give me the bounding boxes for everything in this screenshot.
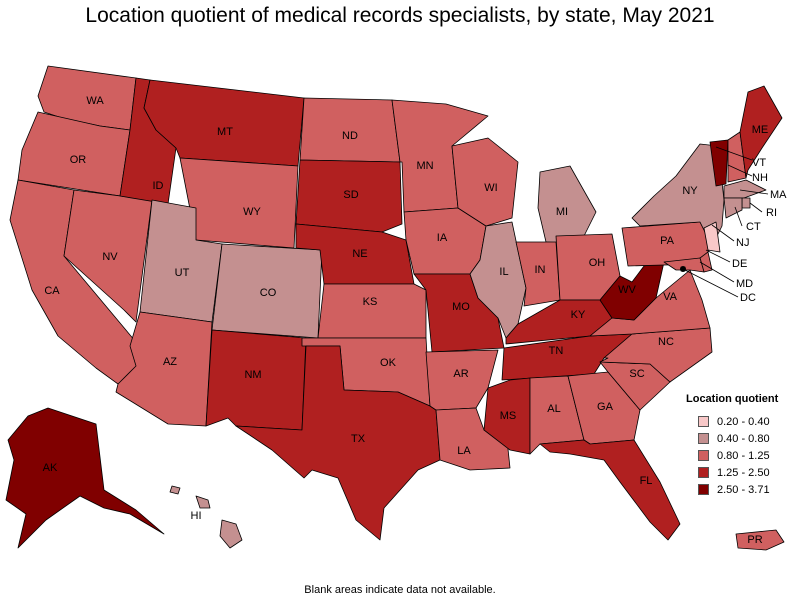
state-ct[interactable]	[723, 197, 743, 219]
state-label-nv: NV	[102, 251, 118, 263]
state-label-la: LA	[457, 445, 471, 457]
state-label-ak: AK	[43, 462, 58, 474]
state-label-ky: KY	[571, 309, 586, 321]
state-label-nj: NJ	[736, 237, 749, 249]
state-label-ut: UT	[175, 267, 190, 279]
legend-swatch	[698, 484, 709, 495]
state-label-co: CO	[260, 287, 277, 299]
state-wv[interactable]	[599, 261, 665, 321]
state-label-me: ME	[752, 124, 769, 136]
state-label-id: ID	[153, 180, 164, 192]
state-label-wi: WI	[484, 182, 497, 194]
state-label-vt: VT	[752, 157, 766, 169]
state-hi[interactable]	[169, 485, 243, 549]
legend-label: 0.20 - 0.40	[717, 415, 770, 428]
legend-item: 1.25 - 2.50	[686, 464, 798, 481]
map-title: Location quotient of medical records spe…	[85, 4, 715, 27]
state-label-ma: MA	[770, 189, 787, 201]
state-label-ms: MS	[500, 410, 517, 422]
state-ma[interactable]	[723, 179, 767, 199]
state-label-in: IN	[535, 264, 546, 276]
state-label-hi: HI	[191, 510, 202, 522]
state-label-ar: AR	[453, 368, 468, 380]
legend-title: Location quotient	[686, 393, 779, 405]
state-ri[interactable]	[741, 197, 751, 209]
state-label-mn: MN	[416, 160, 433, 172]
legend-item: 0.20 - 0.40	[686, 413, 798, 430]
state-nc[interactable]	[599, 327, 713, 383]
legend-swatch	[698, 433, 709, 444]
state-la[interactable]	[435, 407, 511, 471]
state-label-ga: GA	[597, 401, 614, 413]
state-ak[interactable]	[5, 407, 165, 549]
state-label-oh: OH	[589, 257, 606, 269]
state-label-tn: TN	[549, 345, 564, 357]
state-label-wa: WA	[86, 95, 104, 107]
state-label-pa: PA	[660, 235, 675, 247]
state-label-sc: SC	[629, 368, 644, 380]
state-nj[interactable]	[703, 221, 721, 253]
state-pr[interactable]	[735, 529, 785, 551]
state-label-al: AL	[547, 403, 560, 415]
state-label-ne: NE	[352, 248, 367, 260]
state-wi[interactable]	[451, 137, 519, 227]
state-label-nm: NM	[244, 369, 261, 381]
legend-item: 2.50 - 3.71	[686, 481, 798, 498]
legend-label: 2.50 - 3.71	[717, 483, 770, 496]
state-label-wy: WY	[243, 206, 261, 218]
state-label-fl: FL	[640, 475, 653, 487]
state-label-de: DE	[732, 258, 747, 270]
state-label-md: MD	[736, 278, 753, 290]
state-vt[interactable]	[709, 139, 729, 187]
state-label-ri: RI	[766, 207, 777, 219]
state-label-az: AZ	[163, 356, 177, 368]
state-label-nc: NC	[658, 336, 674, 348]
state-label-or: OR	[70, 154, 87, 166]
legend-label: 0.80 - 1.25	[717, 449, 770, 462]
state-label-nd: ND	[342, 130, 358, 142]
state-md[interactable]	[663, 257, 705, 273]
state-label-dc: DC	[740, 292, 756, 304]
state-label-ok: OK	[380, 357, 397, 369]
state-ks[interactable]	[317, 283, 427, 339]
state-label-ia: IA	[437, 232, 448, 244]
footnote: Blank areas indicate data not available.	[304, 584, 496, 596]
state-label-va: VA	[663, 291, 678, 303]
legend-swatch	[698, 416, 709, 427]
state-in[interactable]	[515, 241, 561, 307]
legend-swatch	[698, 467, 709, 478]
state-label-wv: WV	[618, 284, 636, 296]
state-label-il: IL	[499, 266, 508, 278]
state-label-mo: MO	[452, 301, 470, 313]
state-sd[interactable]	[295, 159, 403, 233]
state-label-ny: NY	[682, 185, 698, 197]
legend-label: 0.40 - 0.80	[717, 432, 770, 445]
state-wy[interactable]	[179, 157, 299, 249]
legend: Location quotient 0.20 - 0.40 0.40 - 0.80…	[686, 393, 798, 498]
state-fl[interactable]	[539, 439, 681, 541]
state-label-nh: NH	[752, 172, 768, 184]
state-label-mt: MT	[217, 126, 233, 138]
state-label-sd: SD	[343, 189, 358, 201]
state-label-ca: CA	[44, 285, 60, 297]
legend-item: 0.40 - 0.80	[686, 430, 798, 447]
state-label-ct: CT	[746, 221, 761, 233]
legend-swatch	[698, 450, 709, 461]
legend-label: 1.25 - 2.50	[717, 466, 770, 479]
state-label-pr: PR	[747, 534, 762, 546]
state-label-tx: TX	[351, 433, 366, 445]
state-tx[interactable]	[235, 345, 441, 541]
state-label-ks: KS	[363, 296, 378, 308]
legend-item: 0.80 - 1.25	[686, 447, 798, 464]
state-me[interactable]	[739, 85, 783, 179]
state-label-mi: MI	[556, 206, 568, 218]
